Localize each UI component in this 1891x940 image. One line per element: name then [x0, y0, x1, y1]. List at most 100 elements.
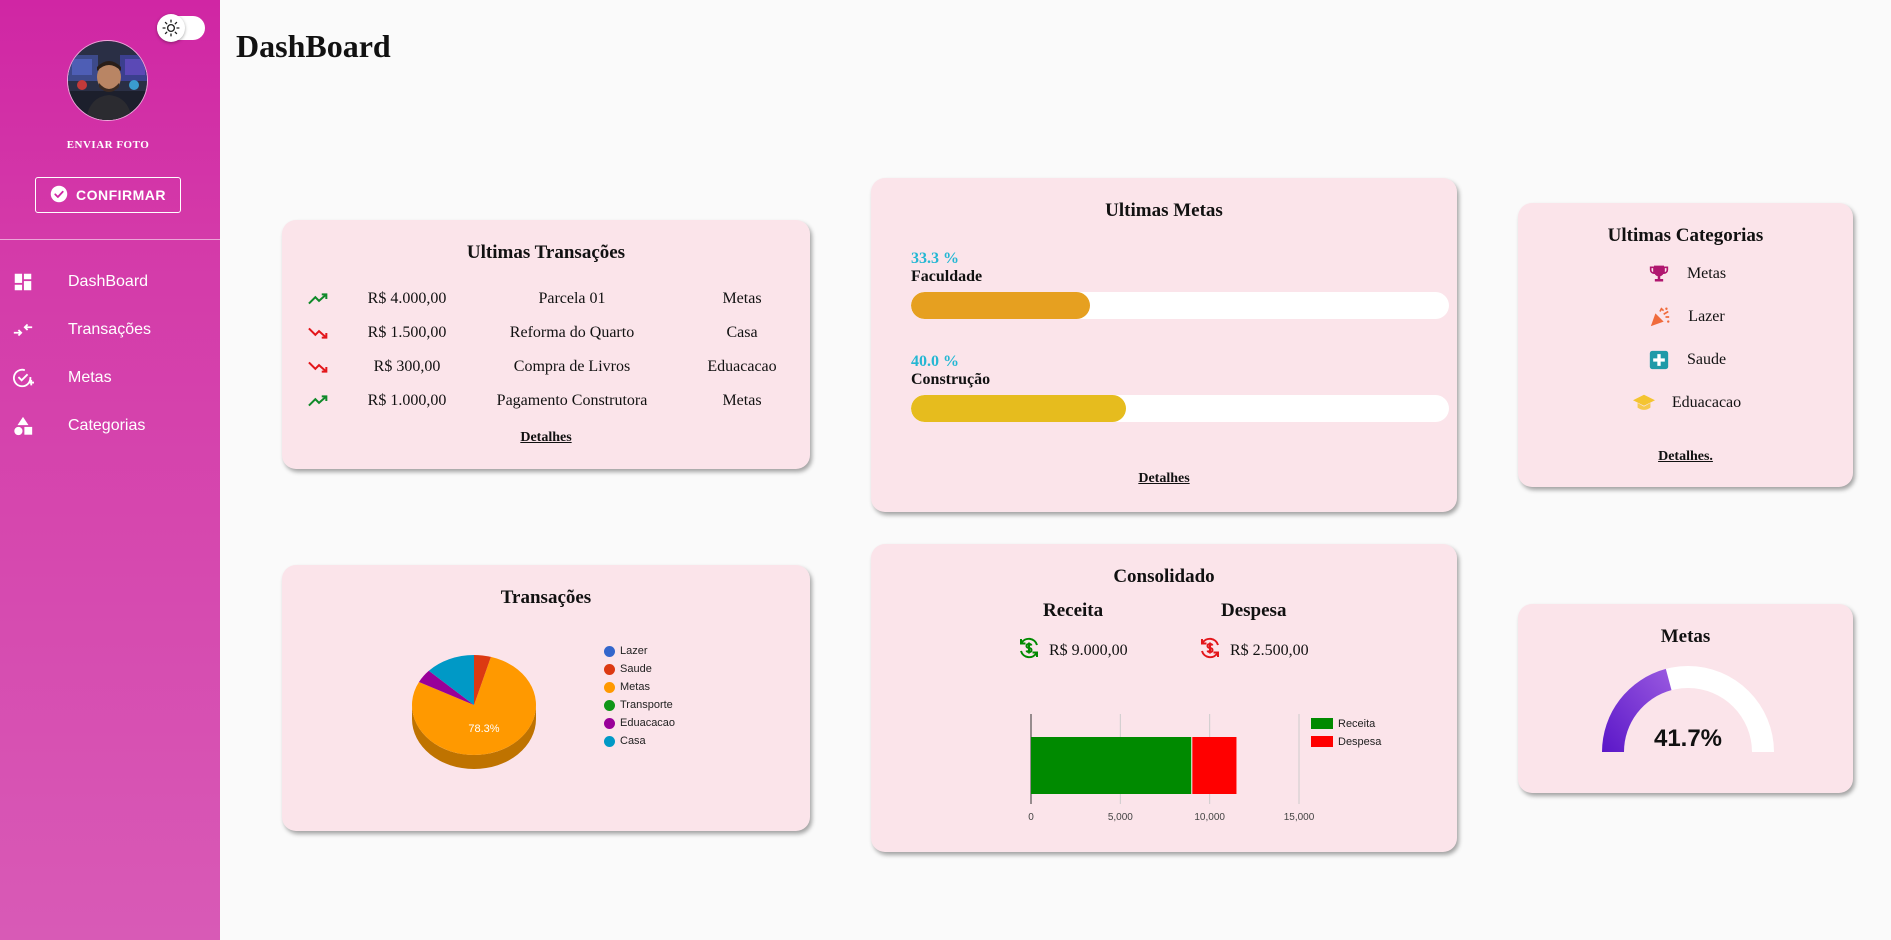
transactions-details-link[interactable]: Detalhes — [520, 430, 572, 445]
transactions-pie-card: Transações 78.3% Lazer Saude Metas Transpor… — [282, 565, 810, 831]
trophy-icon — [1645, 264, 1673, 284]
expense-total: R$ 2.500,00 — [1198, 636, 1309, 665]
pie-slice-saude — [474, 655, 491, 705]
legend-item: Transporte — [604, 696, 675, 714]
income-heading: Receita — [1043, 600, 1104, 621]
transaction-description: Compra de Livros — [513, 358, 631, 375]
transaction-description: Reforma do Quarto — [509, 324, 635, 341]
legend-swatch — [604, 645, 615, 657]
category-name: Metas — [1686, 265, 1727, 282]
goal-item: 33.3 % Faculdade — [911, 250, 1491, 319]
pie-slice-side — [412, 705, 536, 769]
pie-slice-casa — [428, 655, 474, 705]
card-title: Consolidado — [1113, 566, 1215, 587]
goal-progress-fill — [911, 395, 1127, 422]
latest-categories-card: Ultimas Categorias Metas Lazer Saude Edu… — [1518, 203, 1853, 487]
card-title: Transações — [500, 587, 592, 608]
category-name: Eduacacao — [1671, 394, 1742, 411]
sidebar-item-goals[interactable]: Metas — [0, 354, 220, 402]
legend-swatch — [604, 717, 615, 729]
goals-gauge: 41.7% — [1602, 666, 1774, 752]
transactions-icon — [0, 319, 48, 341]
categories-details-link[interactable]: Detalhes. — [1658, 449, 1713, 464]
expense-heading: Despesa — [1221, 600, 1287, 621]
trending-down-icon — [302, 326, 352, 340]
graduation-cap-icon — [1630, 393, 1658, 413]
legend-label: Transporte — [620, 699, 673, 711]
table-row: R$ 4.000,00 Parcela 01 Metas — [302, 282, 802, 316]
legend-label: Receita — [1338, 718, 1376, 730]
legend-label: Saude — [620, 663, 652, 675]
send-photo-link[interactable]: ENVIAR FOTO — [66, 139, 150, 151]
category-item: Metas — [1518, 259, 1853, 289]
table-row: R$ 300,00 Compra de Livros Eduacacao — [302, 350, 802, 384]
goal-percent: 33.3 % — [911, 250, 959, 267]
consolidated-bar-chart: 0 5,000 10,000 15,000 Receita Despesa — [1028, 714, 1382, 823]
legend-item: Saude — [604, 660, 675, 678]
goal-progress-fill — [911, 292, 1091, 319]
pie-slice-metas — [412, 656, 536, 755]
legend-swatch — [1311, 718, 1333, 729]
income-total: R$ 9.000,00 — [1017, 636, 1128, 665]
trending-down-icon — [302, 360, 352, 374]
sidebar-item-transactions[interactable]: Transações — [0, 306, 220, 354]
transaction-amount: R$ 1.000,00 — [367, 392, 447, 409]
card-title: Metas — [1660, 626, 1711, 647]
categories-icon — [0, 415, 48, 437]
pie-slice-eduacacao — [418, 670, 474, 705]
legend-swatch — [604, 699, 615, 711]
goal-name: Faculdade — [911, 268, 983, 285]
card-title: Ultimas Metas — [1105, 200, 1223, 221]
legend-item: Lazer — [604, 642, 675, 660]
goal-item: 40.0 % Construção — [911, 353, 1491, 422]
sidebar: ENVIAR FOTO CONFIRMAR DashBoard Transaçõ… — [0, 0, 220, 940]
category-item: Saude — [1518, 345, 1853, 375]
tick-label: 5,000 — [1108, 812, 1133, 823]
legend-label: Casa — [620, 735, 646, 747]
medical-cross-icon — [1645, 350, 1673, 370]
legend-label: Eduacacao — [620, 717, 676, 729]
pie-data-label: 78.3% — [468, 723, 499, 735]
sidebar-item-dashboard[interactable]: DashBoard — [0, 258, 220, 306]
avatar[interactable] — [67, 40, 148, 121]
goal-percent: 40.0 % — [911, 353, 959, 370]
gauge-value-label: 41.7% — [1654, 725, 1722, 752]
category-name: Saude — [1686, 351, 1727, 368]
transaction-amount: R$ 4.000,00 — [367, 290, 447, 307]
sidebar-item-label: Categorias — [68, 417, 146, 434]
sidebar-item-categories[interactable]: Categorias — [0, 402, 220, 450]
dashboard-icon — [0, 271, 48, 293]
card-title: Ultimas Transações — [466, 242, 626, 263]
legend-swatch — [604, 663, 615, 675]
category-item: Eduacacao — [1518, 388, 1853, 418]
goals-details-link[interactable]: Detalhes — [1138, 471, 1190, 486]
confirm-button[interactable]: CONFIRMAR — [35, 177, 181, 213]
party-popper-icon — [1646, 306, 1674, 328]
theme-toggle[interactable] — [157, 14, 205, 42]
pie-legend: Lazer Saude Metas Transporte Eduacacao Casa — [604, 642, 675, 750]
legend-item: Metas — [604, 678, 675, 696]
latest-transactions-card: Ultimas Transações R$ 4.000,00 Parcela 0… — [282, 220, 810, 469]
goals-gauge-card: Metas 41.7% — [1518, 604, 1853, 793]
trending-up-icon — [302, 292, 352, 306]
table-row: R$ 1.500,00 Reforma do Quarto Casa — [302, 316, 802, 350]
transaction-category: Metas — [722, 392, 762, 409]
goal-name: Construção — [911, 371, 991, 388]
page-title: DashBoard — [236, 28, 391, 64]
latest-goals-card: Ultimas Metas 33.3 % Faculdade 40.0 % Co… — [871, 178, 1457, 512]
sun-icon — [157, 14, 185, 42]
transaction-category: Eduacacao — [707, 358, 777, 375]
goal-progress-bar — [911, 395, 1449, 422]
transaction-category: Casa — [726, 324, 758, 341]
category-name: Lazer — [1688, 308, 1725, 325]
bar-despesa — [1191, 737, 1237, 794]
card-title: Ultimas Categorias — [1607, 225, 1764, 246]
legend-label: Metas — [620, 681, 650, 693]
transaction-description: Parcela 01 — [538, 290, 606, 307]
sidebar-item-label: Transações — [68, 321, 151, 338]
sidebar-item-label: Metas — [68, 369, 112, 386]
bar-receita — [1031, 737, 1192, 794]
legend-label: Despesa — [1338, 736, 1382, 748]
transaction-amount: R$ 300,00 — [373, 358, 441, 375]
income-value: R$ 9.000,00 — [1049, 641, 1128, 659]
